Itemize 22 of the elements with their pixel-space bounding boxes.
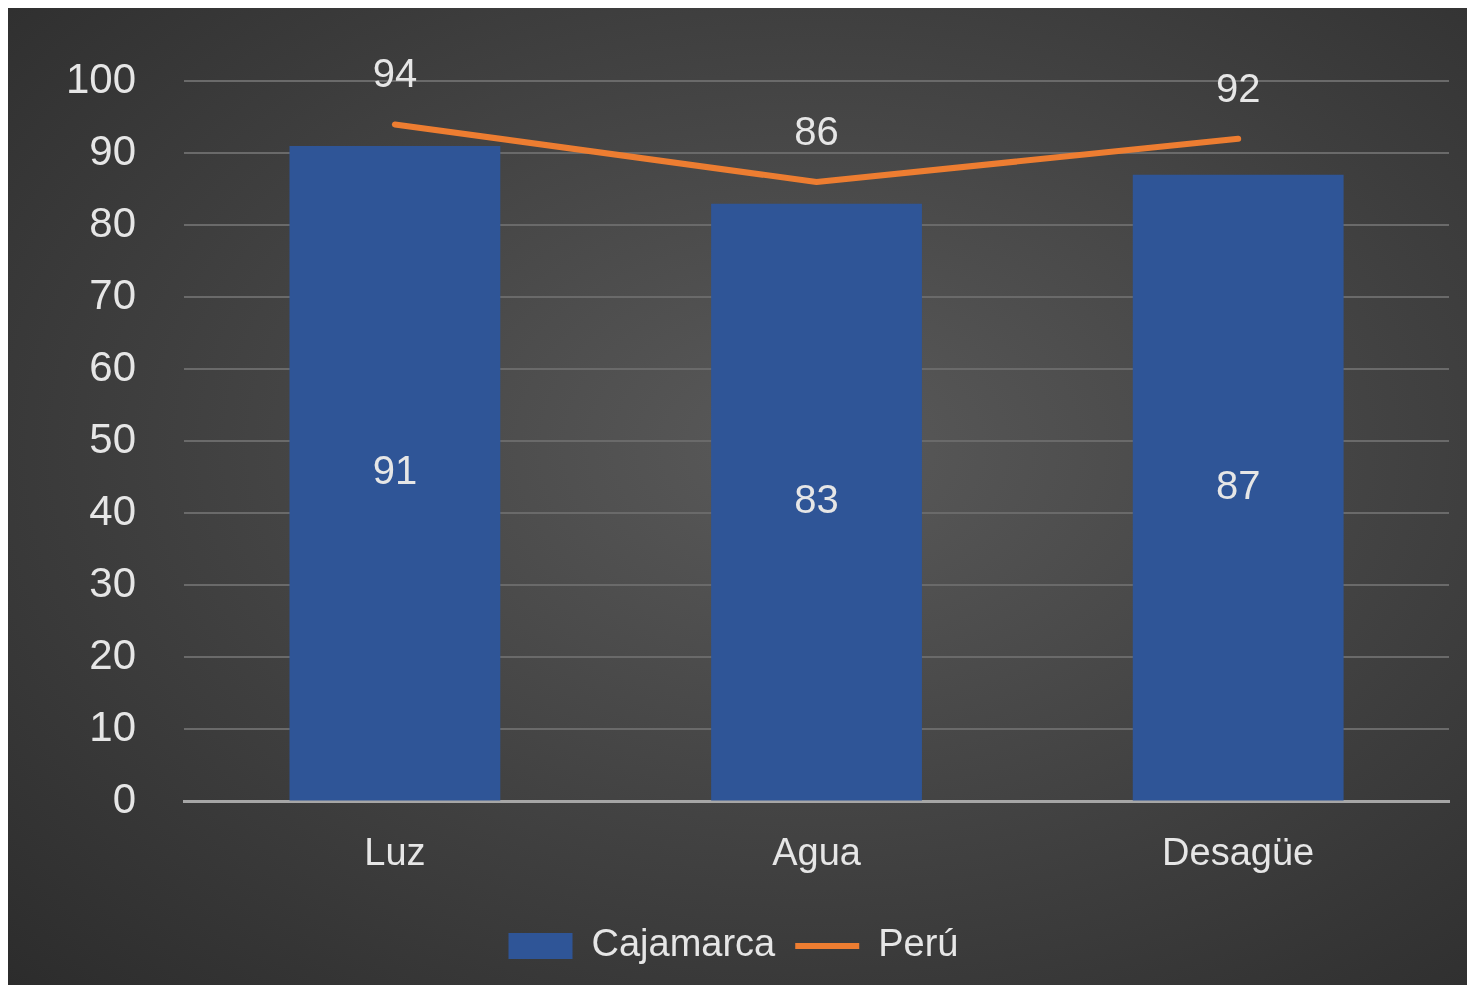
y-tick-label: 40 [89, 486, 137, 534]
data-label: 83 [794, 477, 839, 522]
data-label: 91 [372, 448, 418, 493]
y-tick-label: 60 [89, 342, 137, 390]
y-tick-label: 100 [66, 54, 137, 102]
y-tick-label: 20 [89, 630, 137, 678]
legend-label: Perú [878, 922, 959, 965]
data-label: 86 [794, 109, 839, 154]
legend-label: Cajamarca [591, 922, 777, 965]
data-label: 87 [1215, 462, 1261, 507]
y-tick-label: 70 [89, 270, 137, 318]
y-tick-label: 50 [89, 414, 137, 462]
data-label: 92 [1215, 65, 1261, 110]
x-tick-label: Desagüe [1162, 830, 1315, 873]
y-tick-label: 80 [89, 198, 137, 246]
x-tick-label: Agua [772, 830, 862, 873]
data-label: 94 [372, 51, 418, 96]
y-tick-label: 10 [89, 702, 137, 750]
x-tick-label: Luz [364, 830, 426, 873]
y-tick-label: 90 [89, 126, 137, 174]
y-tick-label: 0 [112, 774, 137, 822]
y-tick-label: 30 [89, 558, 137, 606]
